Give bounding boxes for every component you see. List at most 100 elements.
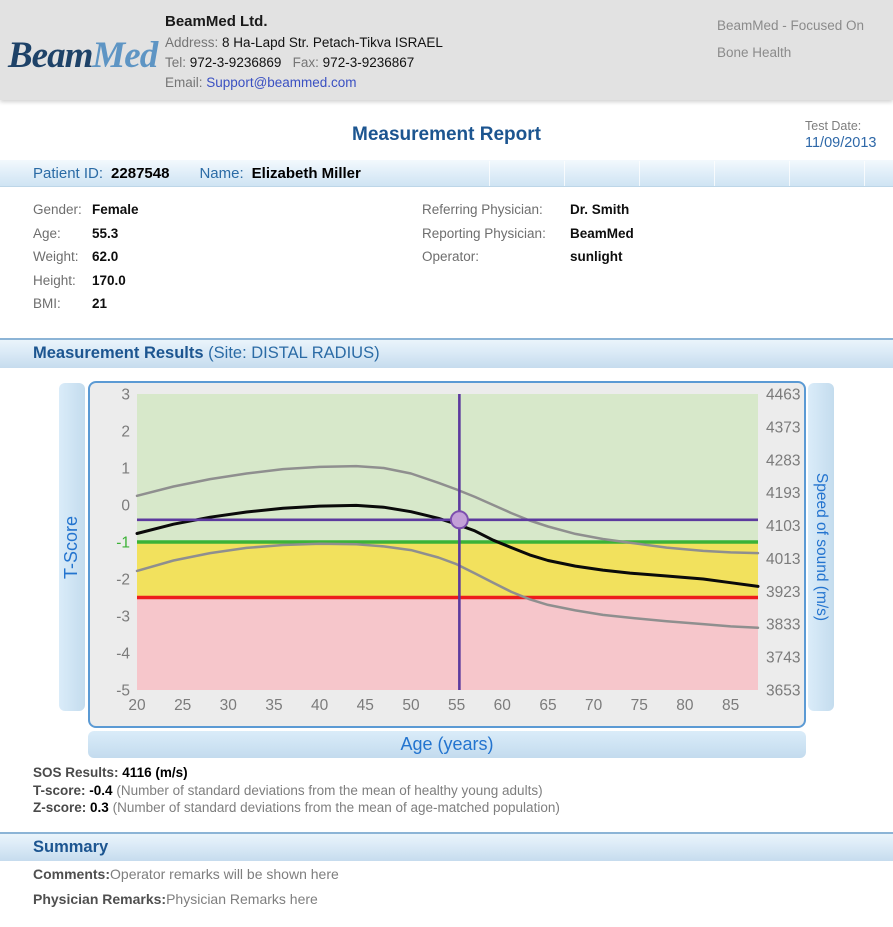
patient-name-value: Elizabeth Miller [251, 164, 361, 182]
detail-label: Height: [33, 272, 76, 288]
sos-axis-bar: Speed of sound (m/s) [808, 383, 834, 711]
tscore-tick-label: 0 [121, 498, 130, 515]
patient-bar-divider [789, 161, 790, 186]
sos-axis-label: Speed of sound (m/s) [813, 472, 831, 622]
detail-label: Referring Physician: [422, 202, 543, 217]
report-header: BeamMed BeamMed Ltd. Address: 8 Ha-Lapd … [0, 0, 893, 100]
comments-line: Comments:Operator remarks will be shown … [33, 866, 339, 882]
detail-label: Weight: [33, 249, 79, 264]
sos-tick-label: 3833 [766, 617, 800, 634]
results-section-header: Measurement Results (Site: DISTAL RADIUS… [0, 338, 893, 368]
company-name: BeamMed Ltd. [165, 13, 268, 30]
patient-id-label: Patient ID: [33, 164, 104, 182]
age-tick-label: 55 [448, 697, 465, 714]
company-email: Email: Support@beammed.com [165, 75, 357, 90]
patient-name-label: Name: [199, 164, 244, 182]
age-tick-label: 80 [676, 697, 694, 714]
detail-row: BMI: 21 [33, 292, 139, 316]
test-date-label: Test Date: [805, 119, 862, 133]
chart-panel: 3 2 1 0 -1 -2 -3 -4 -5 4463 4373 4283 4193 4103 4013 39… [88, 381, 806, 728]
detail-value: 62.0 [92, 249, 119, 264]
demographics-left: Gender: Female Age: 55.3 Weight: 62.0 Heigh… [33, 198, 139, 316]
tscore-axis-label: T-Score [61, 515, 82, 579]
age-axis-bar: Age (years) [88, 731, 806, 758]
tagline-line1: BeamMed - Focused On [717, 18, 865, 33]
mean_reference-curve [135, 503, 760, 588]
tscore-line: T-score: -0.4 (Number of standard deviat… [33, 782, 543, 798]
detail-value: 170.0 [92, 272, 126, 288]
results-section-title: Measurement Results (Site: DISTAL RADIUS… [33, 344, 380, 362]
tscore-tick-label: 1 [121, 461, 130, 478]
sos-tick-label: 3653 [766, 683, 800, 700]
sos-tick-label: 4463 [766, 387, 800, 404]
detail-row: Age: 55.3 [33, 222, 139, 246]
detail-value: 21 [92, 296, 108, 311]
tscore-axis-bar: T-Score [59, 383, 85, 711]
company-info: BeamMed Ltd. Address: 8 Ha-Lapd Str. Pet… [165, 13, 443, 90]
detail-value: BeamMed [570, 225, 634, 241]
patient-bar-divider [864, 161, 865, 186]
detail-value: Dr. Smith [570, 202, 630, 217]
detail-row: Weight: 62.0 [33, 245, 139, 269]
sos-tick-label: 3743 [766, 650, 800, 667]
detail-label: Reporting Physician: [422, 225, 546, 241]
detail-row: Reporting Physician: BeamMed [422, 222, 634, 246]
detail-row: Height: 170.0 [33, 269, 139, 293]
logo-med: Med [92, 35, 158, 76]
lower_reference-curve [135, 542, 760, 630]
sos-tick-label: 3923 [766, 584, 800, 601]
zone-upper [137, 394, 758, 542]
detail-label: Gender: [33, 202, 82, 217]
detail-value: 55.3 [92, 225, 119, 241]
test-date: Test Date: 11/09/2013 [805, 119, 877, 151]
result-marker [449, 510, 469, 530]
age-tick-label: 60 [494, 697, 512, 714]
zscore-line: Z-score: 0.3 (Number of standard deviati… [33, 800, 560, 815]
company-address: Address: 8 Ha-Lapd Str. Petach-Tikva ISR… [165, 35, 443, 50]
sos-results-line: SOS Results: 4116 (m/s) [33, 765, 188, 780]
age-tick-label: 75 [631, 697, 648, 714]
detail-row: Gender: Female [33, 198, 139, 222]
patient-bar: Patient ID: 2287548 Name: Elizabeth Mill… [0, 160, 893, 187]
detail-label: BMI: [33, 296, 61, 311]
tscore-tick-label: -3 [116, 609, 130, 626]
tscore-tick-label: -1 [116, 535, 130, 552]
detail-row: Operator: sunlight [422, 245, 634, 269]
age-tick-label: 25 [174, 697, 191, 714]
age-tick-label: 50 [402, 697, 420, 714]
age-tick-label: 30 [220, 697, 238, 714]
page-title: Measurement Report [352, 124, 541, 145]
sos-tick-label: 4193 [766, 485, 800, 502]
patient-bar-divider [564, 161, 565, 186]
age-tick-label: 70 [585, 697, 603, 714]
tagline: BeamMed - Focused On Bone Health [717, 13, 864, 66]
age-tick-label: 85 [722, 697, 739, 714]
age-tick-label: 35 [265, 697, 282, 714]
age-tick-label: 45 [357, 697, 374, 714]
beammed-logo: BeamMed [8, 34, 158, 77]
summary-title: Summary [33, 838, 109, 856]
detail-value: Female [92, 202, 139, 217]
sos-tick-label: 4373 [766, 419, 800, 436]
sos-tick-label: 4283 [766, 452, 800, 469]
email-link[interactable]: Support@beammed.com [206, 75, 357, 90]
zone-lower [137, 597, 758, 690]
results-text: SOS Results: 4116 (m/s) T-score: -0.4 (N… [33, 764, 560, 817]
tscore-tick-label: -5 [116, 683, 130, 700]
detail-value: sunlight [570, 249, 623, 264]
detail-label: Age: [33, 225, 61, 241]
patient-bar-divider [639, 161, 640, 186]
detail-row: Referring Physician: Dr. Smith [422, 198, 634, 222]
patient-bar-divider [489, 161, 490, 186]
demographics-right: Referring Physician: Dr. Smith Reporting … [422, 198, 634, 269]
upper_reference-curve [135, 464, 760, 555]
physician-remarks-line: Physician Remarks:Physician Remarks here [33, 891, 318, 907]
age-tick-label: 40 [311, 697, 329, 714]
test-date-value: 11/09/2013 [805, 135, 877, 151]
tagline-line2: Bone Health [717, 44, 792, 60]
tscore-tick-label: -2 [116, 572, 130, 589]
sos-tick-label: 4103 [766, 518, 800, 535]
age-tick-label: 65 [539, 697, 556, 714]
zone-middle [137, 542, 758, 598]
